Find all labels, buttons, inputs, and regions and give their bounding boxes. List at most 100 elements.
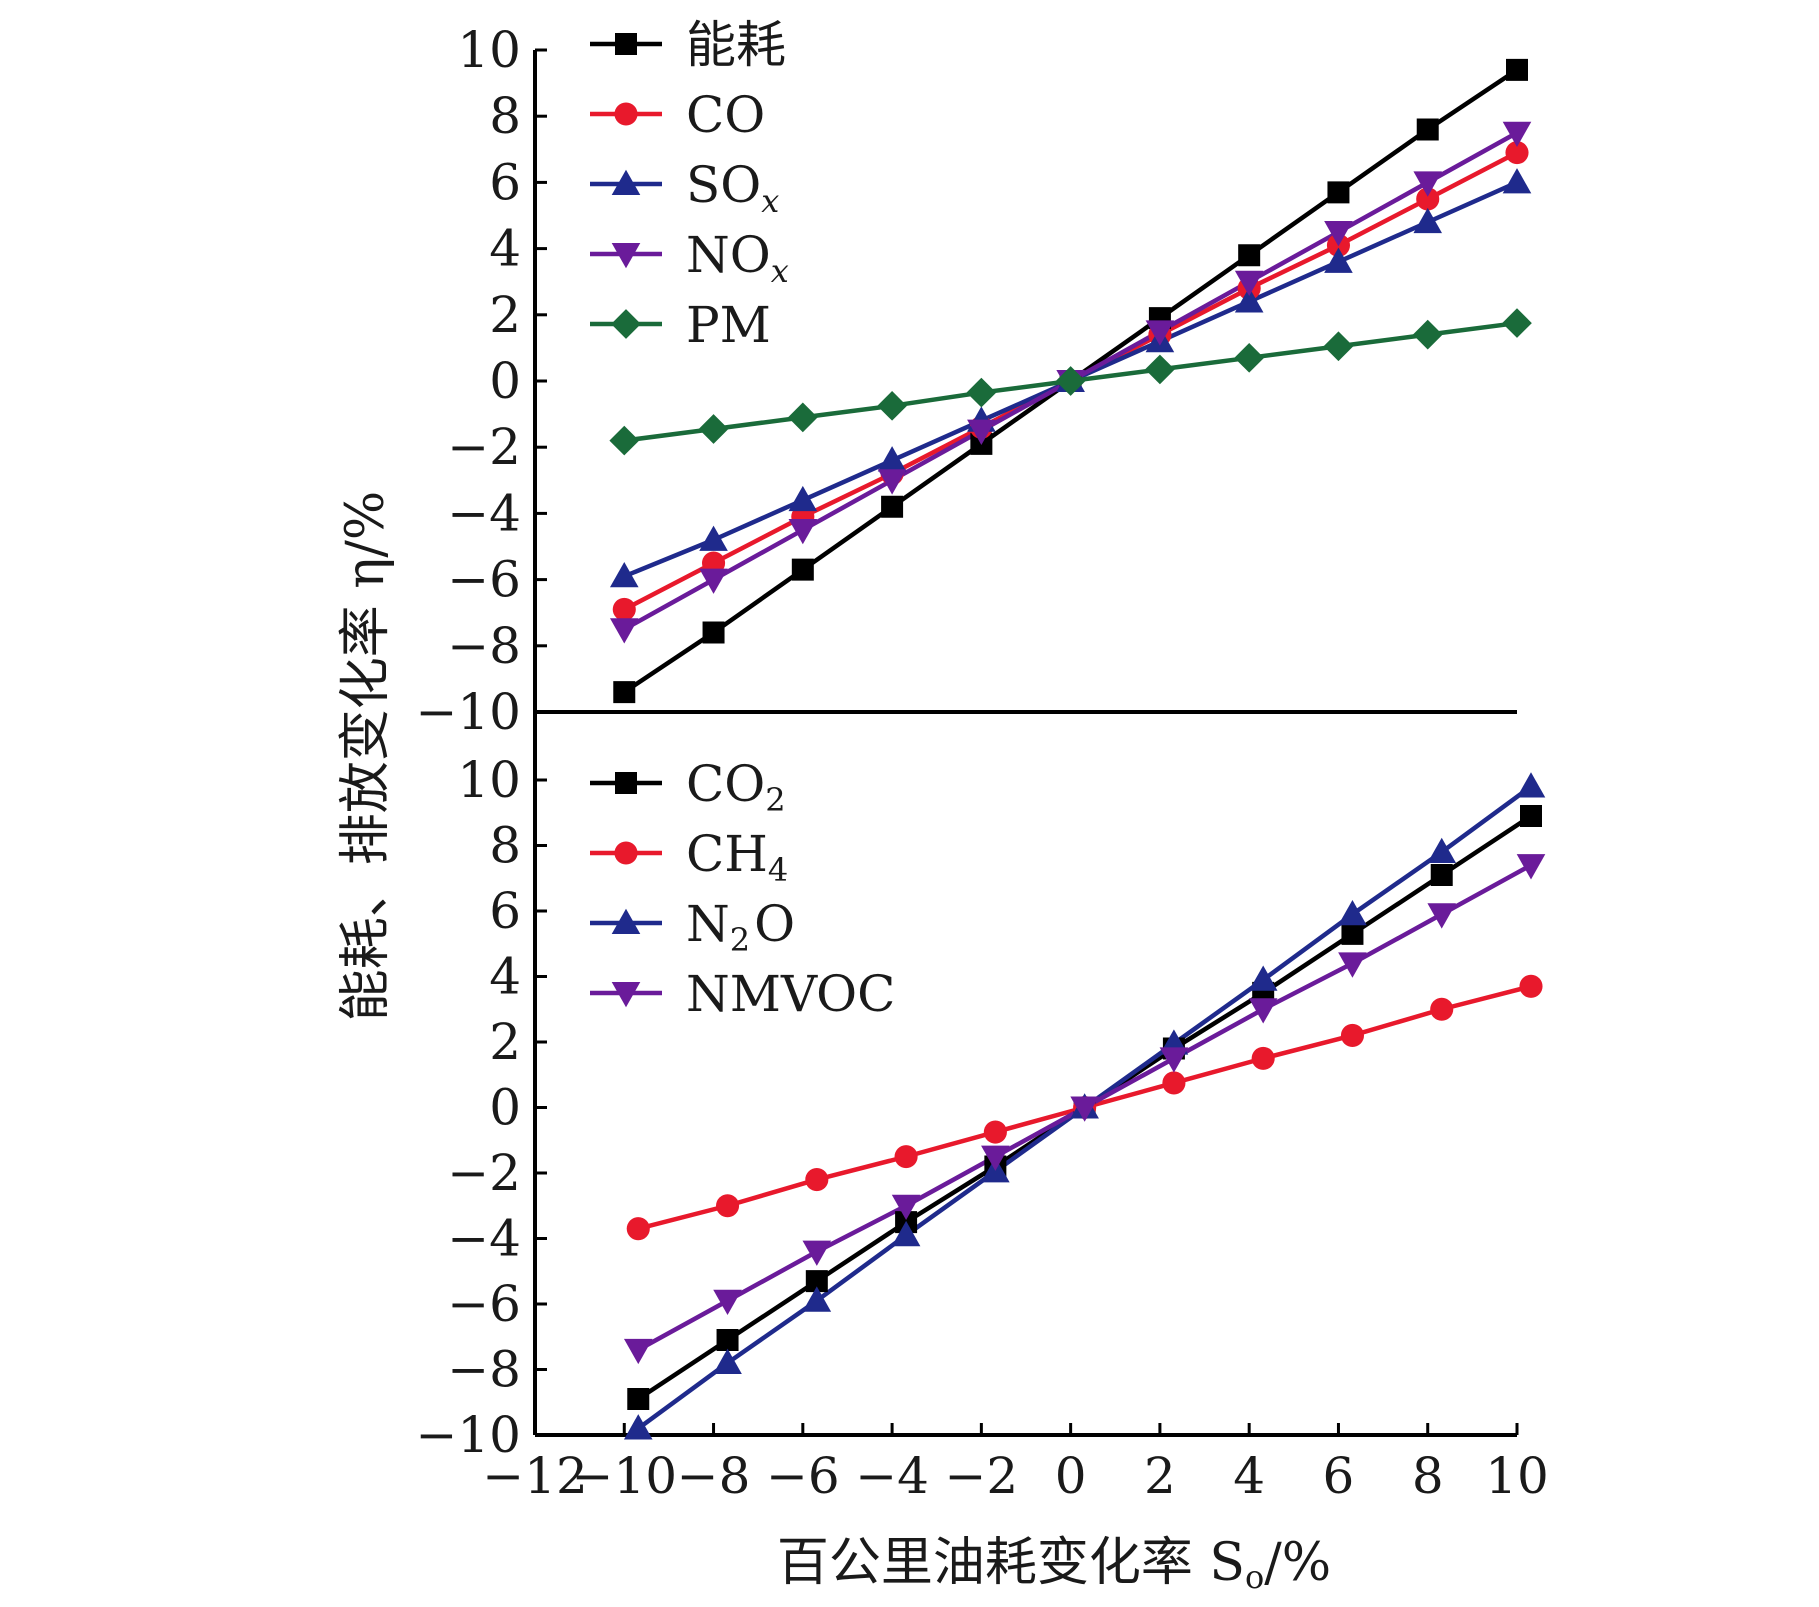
bottom-series-1-point	[983, 1120, 1007, 1144]
top-series-3-point	[1234, 270, 1264, 296]
bottom-series-2-point	[891, 1220, 921, 1247]
top-series-2-point	[788, 485, 818, 512]
bottom-series-0-legend-marker	[615, 772, 637, 794]
top-series-2-point	[1413, 207, 1443, 234]
top-series-3-legend-marker	[611, 243, 641, 269]
bottom-series-2-point	[802, 1286, 832, 1312]
bottom-series-3-point	[1248, 998, 1278, 1024]
bottom-series-0-point	[716, 1329, 739, 1352]
top-series-3-point	[699, 568, 728, 594]
x-tick-label: 6	[1323, 1447, 1355, 1505]
bottom-series-2-legend-label: N2O	[686, 895, 795, 959]
bottom-series-3-point	[802, 1240, 832, 1266]
top-series-4-point	[966, 377, 997, 408]
bottom-series-1-legend-label: CH4	[686, 825, 788, 889]
bottom-series-2-point	[1516, 772, 1546, 798]
x-tick-label: −12	[482, 1447, 588, 1505]
bottom-series-3-legend-name: NMVOC	[686, 965, 895, 1023]
top-series-2-point	[699, 525, 728, 551]
top-y-tick-label: 10	[457, 21, 521, 79]
axes-layer: −12−10 −8 −6 −4 −2 0 2 4 6 8 101086420−2−4−6−8−101…	[415, 21, 1548, 1505]
top-series-3-point	[1145, 320, 1175, 346]
bottom-series-3-legend-marker	[611, 982, 641, 1008]
bottom-series-0-point	[805, 1270, 828, 1293]
bottom-series-2-legend-subscript: 2	[730, 921, 750, 959]
bottom-y-tick-label: −6	[447, 1275, 521, 1333]
top-series-2-point	[1324, 247, 1353, 273]
top-series-0-point	[1327, 181, 1350, 204]
bottom-series-0-point	[1341, 922, 1364, 945]
bottom-series-2-legend-name: N	[686, 895, 730, 953]
bottom-series-2-point	[1427, 837, 1457, 864]
top-series-3-point	[609, 618, 639, 644]
bottom-series-2-legend-suffix: O	[754, 895, 795, 953]
bottom-series-1-point	[894, 1145, 918, 1169]
y-axis-title: 能耗、排放变化率 η/%	[336, 491, 396, 1022]
top-series-4-point	[609, 425, 640, 456]
top-y-tick-label: 2	[489, 286, 521, 344]
top-series-3-point	[1413, 171, 1443, 197]
x-tick-label: 2	[1144, 1447, 1176, 1505]
top-series-2-point	[1234, 287, 1264, 313]
top-series-2-point	[1502, 168, 1532, 194]
top-y-tick-label: −4	[447, 484, 521, 542]
bottom-series-1-point	[715, 1194, 740, 1218]
x-tick-label: 8	[1412, 1447, 1444, 1505]
top-series-3-point	[1502, 121, 1532, 148]
bottom-series-0-legend-subscript: 2	[765, 781, 785, 819]
top-series-0-point	[1506, 58, 1528, 81]
bottom-y-tick-label: 4	[489, 948, 521, 1006]
bottom-series-1-legend-name: CH	[686, 825, 768, 883]
top-series-4-point	[1234, 342, 1265, 373]
bottom-series-0-point	[627, 1387, 650, 1410]
top-series-1-legend-label: CO	[686, 86, 765, 144]
bottom-series-1-point	[1251, 1046, 1275, 1070]
top-series-4-point	[698, 414, 729, 444]
top-series-4-point	[1055, 366, 1086, 396]
x-tick-label: −6	[766, 1447, 840, 1505]
bottom-y-tick-label: 6	[489, 882, 521, 940]
x-tick-label: −4	[855, 1447, 929, 1505]
top-series-2-point	[877, 446, 907, 472]
bottom-series-1-point	[805, 1168, 829, 1192]
top-y-tick-label: −8	[447, 617, 521, 675]
bottom-series-1-legend-marker	[614, 841, 638, 865]
bottom-series-2-point	[1338, 899, 1367, 926]
x-tick-label: −2	[945, 1447, 1019, 1505]
bottom-series-2-point	[713, 1348, 742, 1374]
x-tick-label: 10	[1485, 1447, 1549, 1505]
top-y-tick-label: 4	[489, 220, 521, 278]
top-y-tick-label: 8	[489, 87, 521, 145]
bottom-series-3-point	[623, 1338, 653, 1365]
top-series-2-point	[609, 561, 639, 588]
x-tick-label: −8	[677, 1447, 751, 1505]
bottom-series-1-point	[1430, 997, 1454, 1021]
top-series-2-legend-name: SO	[686, 156, 761, 214]
bottom-series-0-legend-label: CO2	[686, 755, 786, 819]
bottom-y-tick-label: −10	[415, 1406, 521, 1464]
top-series-3-point	[877, 469, 907, 495]
bottom-series-1-point	[1340, 1023, 1365, 1047]
top-series-1-legend-name: CO	[686, 86, 765, 144]
bottom-series-0-legend-name: CO	[686, 755, 765, 813]
top-series-4-point	[1323, 331, 1354, 362]
bottom-series-3-point	[1338, 952, 1367, 978]
top-series-3-legend-subscript: x	[771, 252, 789, 290]
top-series-4-legend-marker	[611, 309, 641, 339]
bottom-series-2-point	[623, 1414, 653, 1440]
bottom-y-tick-label: −4	[447, 1210, 521, 1268]
bottom-y-tick-label: −2	[447, 1144, 521, 1202]
top-series-0-point	[791, 558, 814, 581]
x-tick-label: −10	[572, 1447, 678, 1505]
x-tick-label: 4	[1233, 1447, 1265, 1505]
top-series-4-point	[787, 402, 818, 433]
x-axis-title-unit: /%	[1264, 1533, 1331, 1593]
bottom-series-3-point	[1427, 903, 1457, 929]
top-series-4-legend-name: PM	[686, 296, 771, 354]
bottom-series-3-point	[891, 1194, 921, 1221]
top-series-3-legend-label: NOx	[686, 226, 789, 290]
bottom-y-tick-label: 2	[489, 1013, 521, 1071]
bottom-y-tick-label: 8	[489, 817, 521, 875]
bottom-series-1-point	[1519, 974, 1543, 998]
top-series-2-legend-marker	[611, 169, 641, 195]
